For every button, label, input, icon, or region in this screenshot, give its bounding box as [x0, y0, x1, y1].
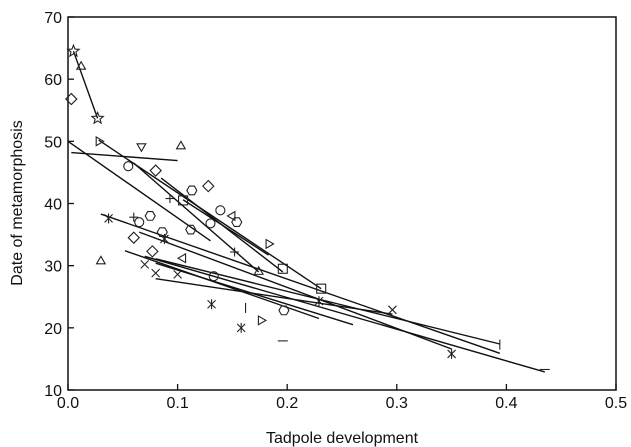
point-asterisk-39 [207, 299, 216, 310]
point-diamond-28 [146, 245, 159, 258]
point-triangle-8 [175, 140, 187, 150]
point-diamond-13 [202, 179, 215, 193]
point-circle-20 [134, 217, 145, 228]
point-asterisk-40 [236, 322, 246, 333]
point-square-34 [316, 283, 327, 294]
point-circle-15 [215, 205, 226, 216]
point-circle-9 [123, 161, 134, 172]
point-star-2 [90, 110, 105, 125]
y-tick-label: 50 [44, 134, 62, 151]
point-square-14 [178, 195, 189, 206]
point-triangle-5 [95, 255, 107, 265]
plot-frame [67, 16, 617, 391]
y-axis-title: Date of metamorphosis [9, 120, 26, 285]
regression-line-6 [182, 199, 269, 256]
regression-line-7 [67, 140, 211, 242]
y-tick-label: 10 [44, 383, 62, 400]
point-asterisk-27 [104, 213, 113, 224]
x-tick-label: 0.5 [605, 395, 627, 412]
regression-line-4 [133, 162, 260, 273]
point-triangle-down-7 [136, 143, 147, 153]
regression-line-10 [155, 258, 500, 345]
regression-line-8 [100, 213, 501, 354]
y-tick-label: 40 [44, 197, 62, 214]
y-tick-label: 20 [44, 321, 62, 338]
point-triangle-left-16 [226, 210, 236, 222]
axis-ticks: 0.0 0.1 0.2 0.3 0.4 0.5 10 20 30 40 50 60 70 [44, 10, 627, 412]
regression-lines [67, 50, 545, 373]
x-tick-label: 0.4 [495, 395, 517, 412]
point-hexagon-41 [278, 305, 290, 316]
y-tick-label: 60 [44, 72, 62, 89]
point-hexagon-12 [186, 185, 198, 196]
y-tick-label: 70 [44, 10, 62, 27]
point-x-36 [173, 269, 182, 279]
y-tick-label: 30 [44, 259, 62, 276]
point-hexagon-17 [231, 217, 243, 228]
point-triangle-32 [253, 265, 264, 275]
point-x-31 [140, 260, 150, 269]
point-square-33 [277, 263, 288, 274]
x-tick-label: 0.1 [166, 395, 188, 412]
data-points [65, 43, 550, 371]
point-asterisk-38 [314, 296, 324, 307]
point-triangle-right-43 [257, 315, 268, 326]
x-tick-label: 0.0 [57, 395, 79, 412]
point-circle-23 [205, 218, 216, 229]
regression-line-1 [72, 50, 99, 119]
regression-line-11 [124, 250, 320, 320]
point-hexagon-18 [144, 211, 156, 221]
point-diamond-4 [65, 92, 78, 106]
x-tick-label: 0.2 [276, 395, 298, 412]
point-plus-11 [165, 194, 175, 204]
regression-line-14 [155, 278, 393, 315]
point-asterisk-46 [447, 348, 456, 359]
point-x-44 [388, 305, 397, 315]
point-x-35 [151, 268, 161, 278]
point-triangle-right-6 [95, 136, 105, 147]
point-triangle-right-24 [265, 238, 275, 250]
point-circle-37 [208, 271, 219, 282]
point-plus-29 [230, 247, 240, 257]
point-triangle-3 [75, 60, 87, 70]
x-axis-title: Tadpole development [266, 430, 419, 447]
x-tick-label: 0.3 [386, 395, 408, 412]
point-triangle-left-30 [176, 252, 187, 264]
point-star-1 [66, 43, 81, 58]
point-diamond-10 [149, 164, 162, 177]
point-diamond-25 [127, 231, 141, 244]
regression-line-12 [144, 255, 545, 373]
point-hexagon-21 [185, 224, 197, 235]
point-plus-19 [129, 212, 139, 222]
point-asterisk-26 [160, 233, 169, 244]
